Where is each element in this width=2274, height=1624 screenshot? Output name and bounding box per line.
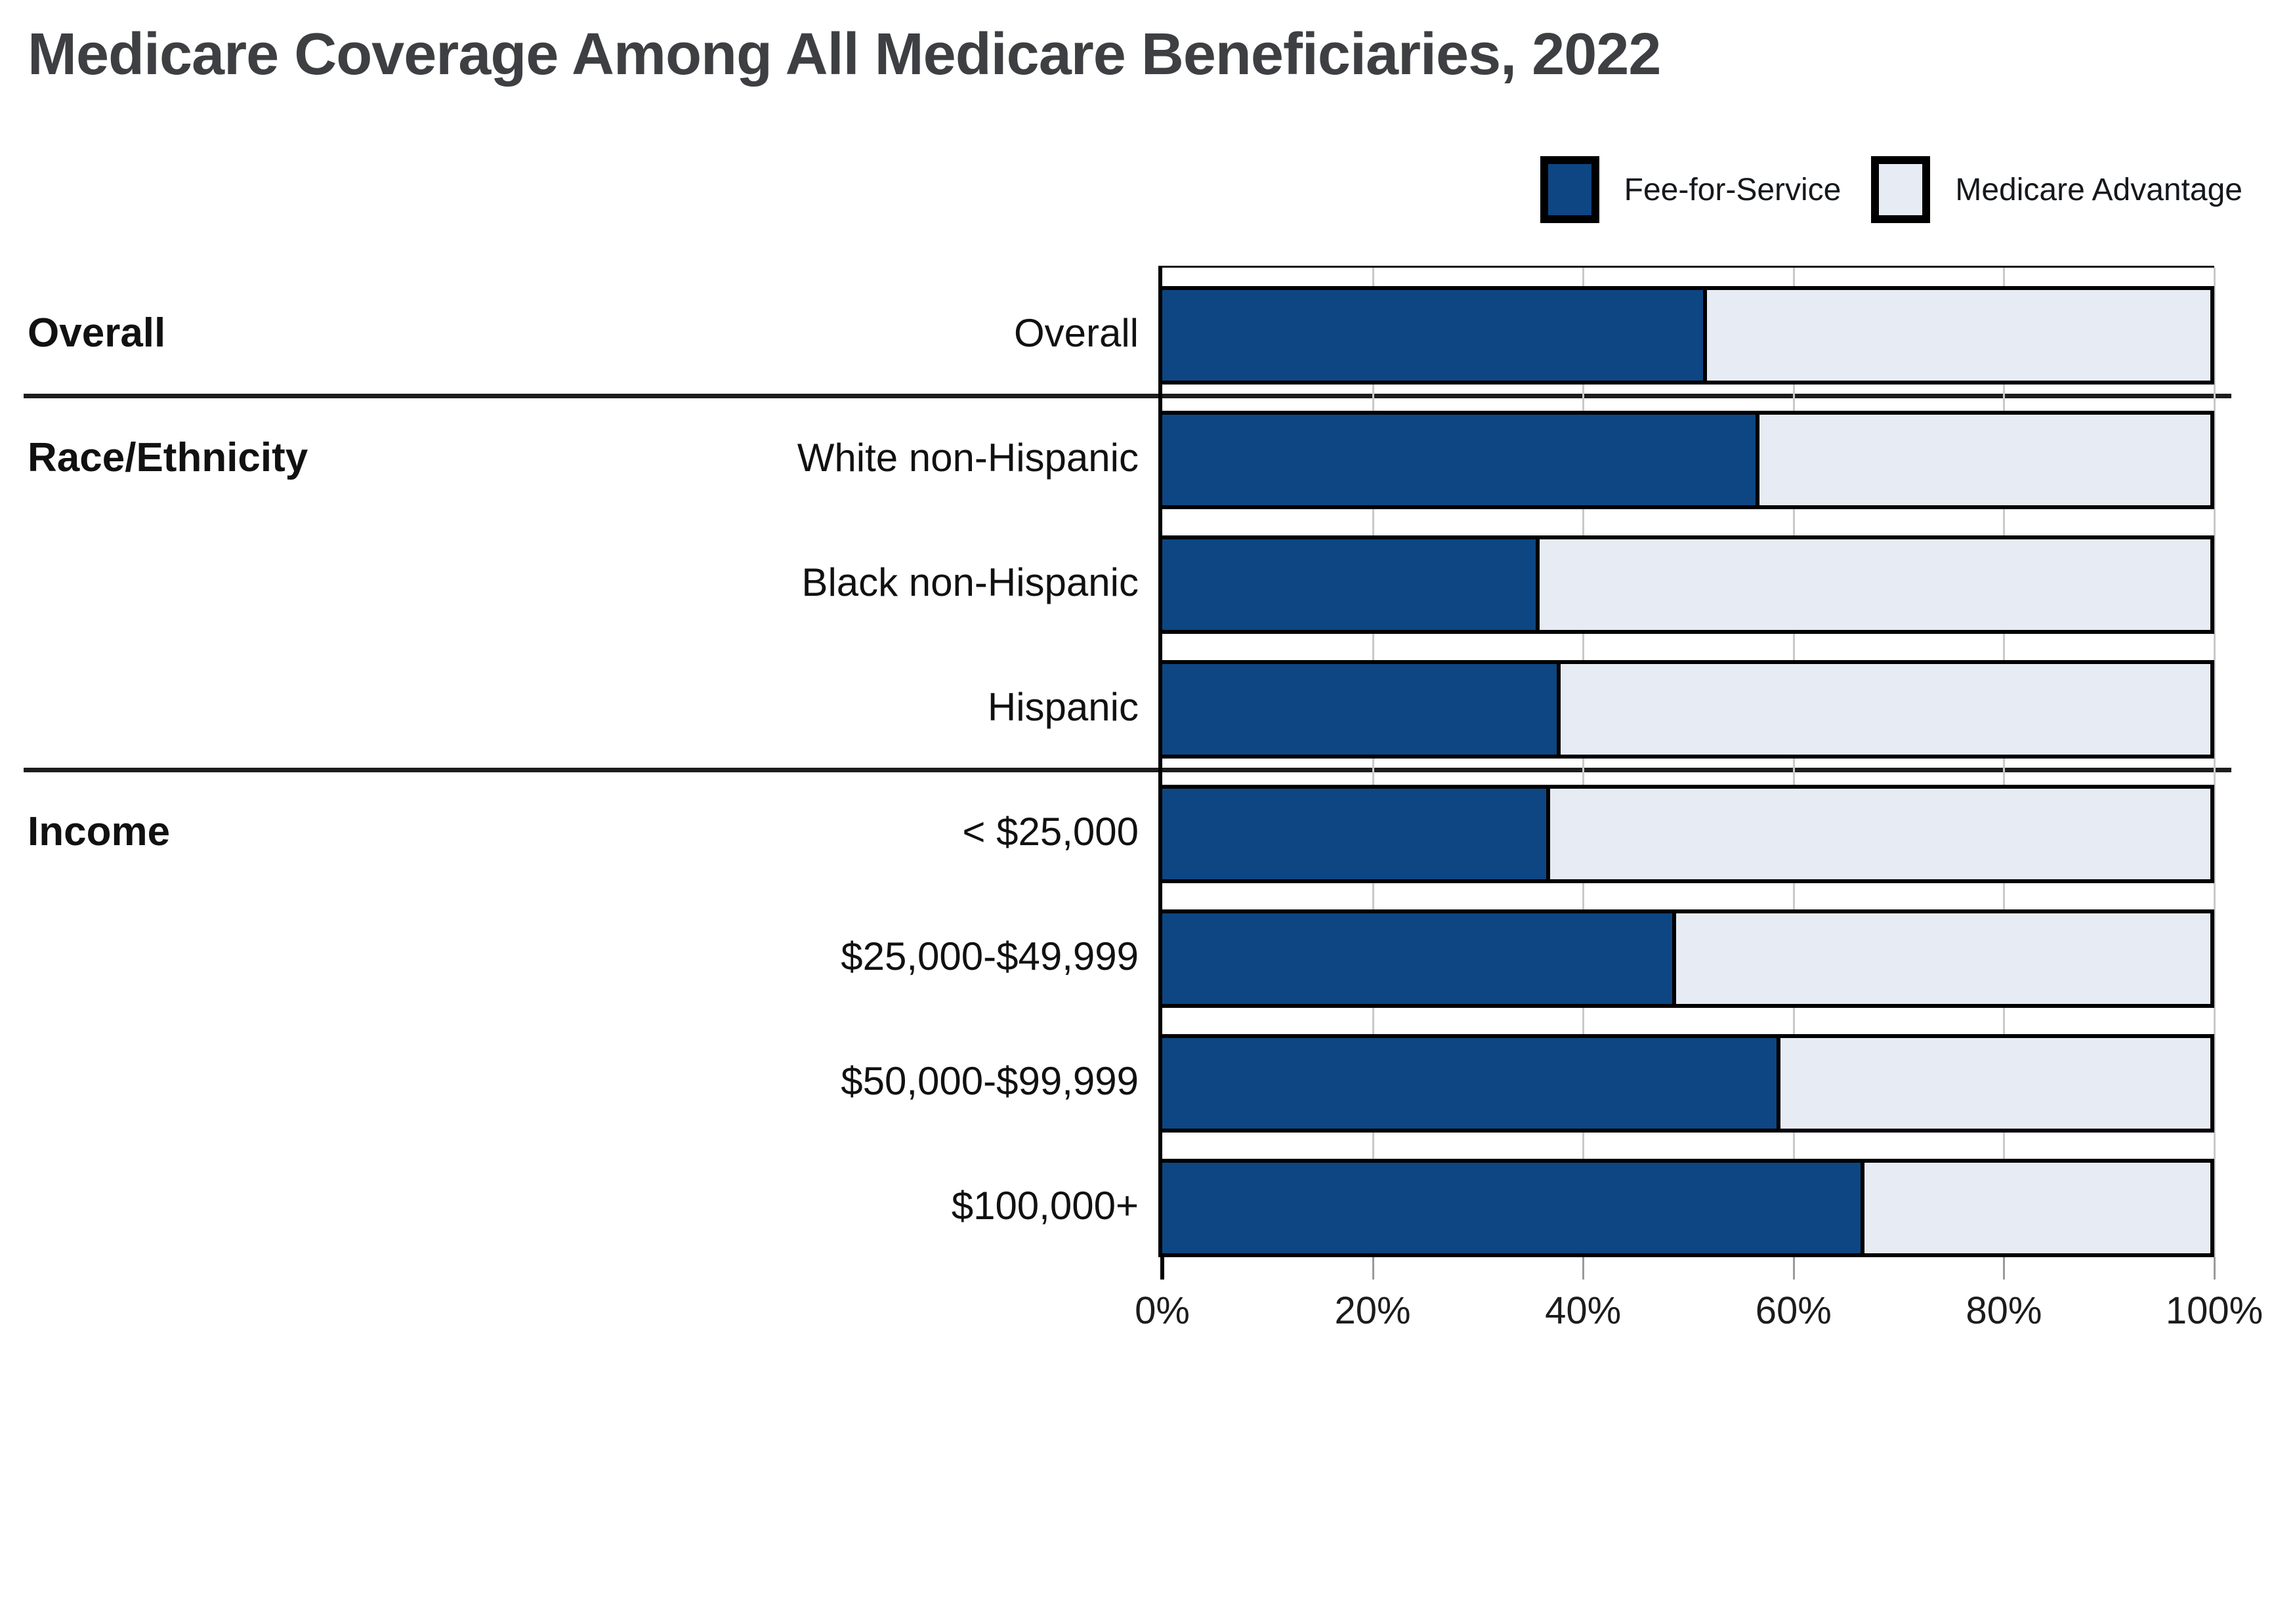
- category-label: Hispanic: [987, 685, 1139, 729]
- medicare-advantage-swatch-icon: [1871, 156, 1931, 223]
- fee-for-service-segment: [1162, 415, 1760, 505]
- medicare-advantage-segment: [1549, 789, 2210, 879]
- axis-tick-80: [2003, 1257, 2006, 1280]
- fee-for-service-segment: [1162, 1038, 1781, 1129]
- medicare-advantage-segment: [1864, 1163, 2210, 1253]
- x-tick-label: 20%: [1334, 1289, 1411, 1332]
- gridline-100: [2214, 268, 2216, 1257]
- medicare-advantage-segment: [1560, 664, 2210, 755]
- category-label: Black non-Hispanic: [801, 560, 1139, 604]
- medicare-advantage-segment: [1759, 415, 2210, 505]
- plot-area: 0% 20% 40% 60% 80% 100%: [1135, 266, 2263, 1332]
- gridline-60: [1792, 268, 1795, 1257]
- bar-row: [1158, 535, 2214, 634]
- group-label-race-ethnicity: Race/Ethnicity: [28, 435, 308, 480]
- fee-for-service-segment: [1162, 290, 1708, 381]
- group-separator: [24, 768, 2231, 772]
- axis-tick-40: [1582, 1257, 1585, 1280]
- medicare-advantage-segment: [1539, 539, 2210, 630]
- medicare-advantage-segment: [1780, 1038, 2210, 1129]
- bar-row: [1158, 1034, 2214, 1133]
- bar-row: [1158, 909, 2214, 1008]
- gridline-20: [1372, 268, 1374, 1257]
- x-tick-label: 80%: [1966, 1289, 2042, 1332]
- bar-row: [1158, 1159, 2214, 1257]
- x-tick-label: 60%: [1755, 1289, 1832, 1332]
- bar-row: [1158, 411, 2214, 509]
- bar-row: [1158, 286, 2214, 385]
- group-label-overall: Overall: [28, 310, 166, 356]
- legend-label: Fee-for-Service: [1624, 172, 1842, 207]
- fee-for-service-segment: [1162, 789, 1550, 879]
- legend-item-medicare-advantage: Medicare Advantage: [1871, 156, 2242, 223]
- chart-title: Medicare Coverage Among All Medicare Ben…: [28, 22, 1661, 87]
- axis-tick-100: [2214, 1257, 2216, 1280]
- axis-tick-0: [1160, 1257, 1164, 1280]
- legend: Fee-for-Service Medicare Advantage: [1540, 156, 2242, 223]
- fee-for-service-segment: [1162, 913, 1676, 1004]
- gridline-80: [2003, 268, 2006, 1257]
- fee-for-service-swatch-icon: [1540, 156, 1599, 223]
- axis-tick-60: [1792, 1257, 1795, 1280]
- fee-for-service-segment: [1162, 1163, 1864, 1253]
- medicare-advantage-segment: [1707, 290, 2210, 381]
- category-label: White non-Hispanic: [797, 436, 1139, 480]
- x-tick-label: 0%: [1135, 1289, 1190, 1332]
- group-separator: [24, 394, 2231, 398]
- axis-tick-20: [1372, 1257, 1374, 1280]
- fee-for-service-segment: [1162, 539, 1540, 630]
- legend-item-fee-for-service: Fee-for-Service: [1540, 156, 1842, 223]
- category-label: < $25,000: [962, 810, 1139, 854]
- category-label: $100,000+: [951, 1184, 1139, 1228]
- x-tick-label: 40%: [1545, 1289, 1622, 1332]
- legend-label: Medicare Advantage: [1955, 172, 2242, 207]
- group-label-income: Income: [28, 809, 171, 854]
- x-tick-label: 100%: [2165, 1289, 2263, 1332]
- category-label: $50,000-$99,999: [841, 1059, 1139, 1103]
- medicare-advantage-segment: [1675, 913, 2210, 1004]
- gridline-40: [1582, 268, 1585, 1257]
- fee-for-service-segment: [1162, 664, 1561, 755]
- bar-row: [1158, 785, 2214, 883]
- category-label: Overall: [1013, 311, 1139, 355]
- bar-row: [1158, 660, 2214, 759]
- category-label: $25,000-$49,999: [841, 934, 1139, 978]
